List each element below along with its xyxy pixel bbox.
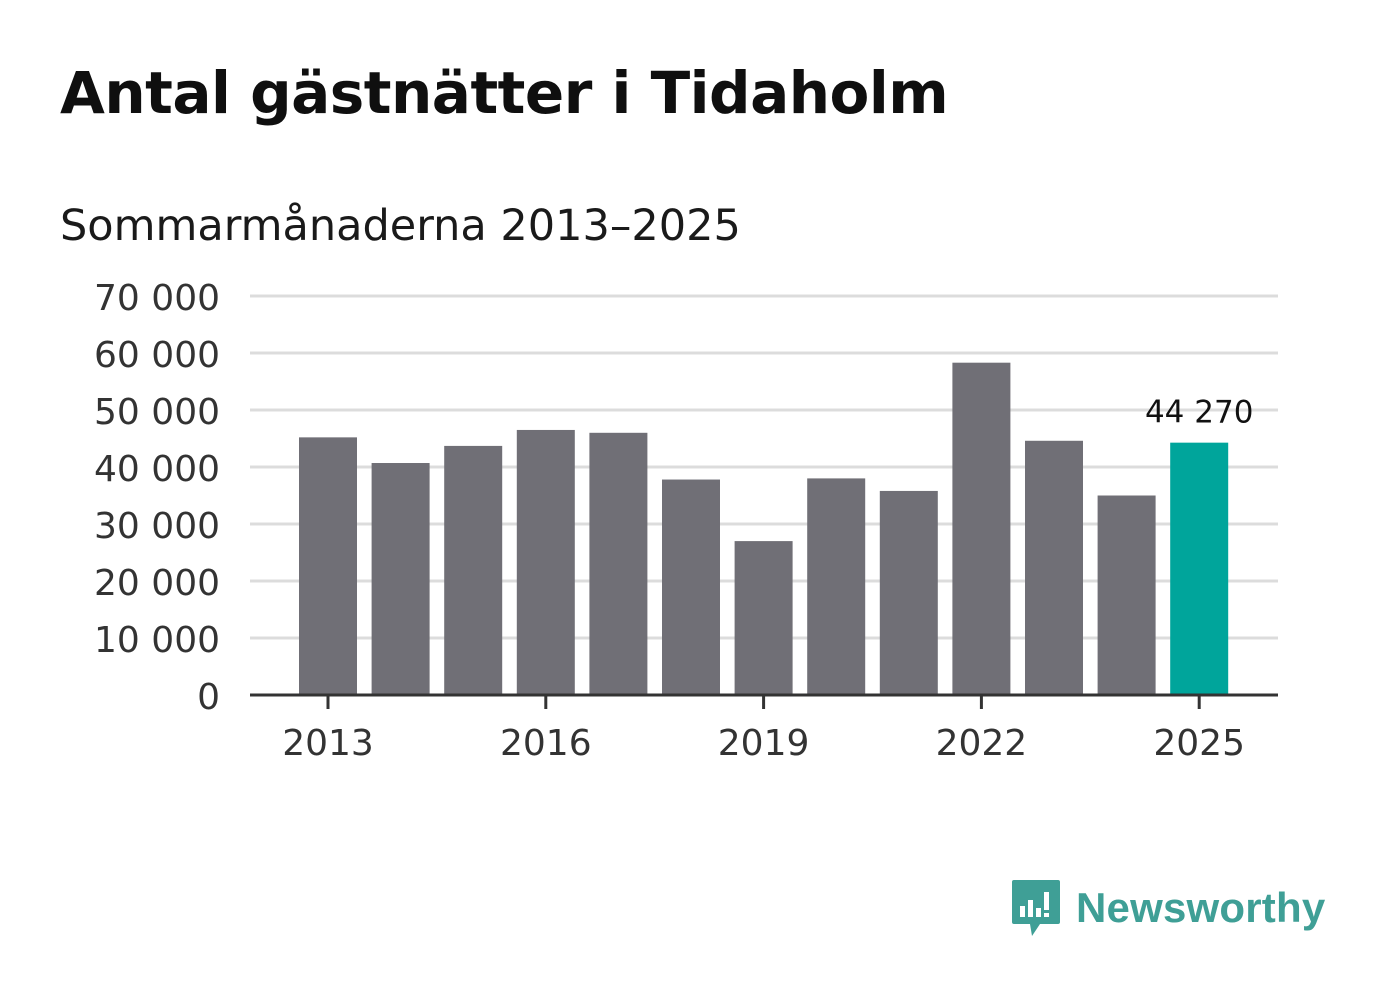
x-tick-label: 2016	[500, 723, 592, 764]
y-tick-label: 50 000	[94, 392, 220, 433]
y-tick-label: 10 000	[94, 620, 220, 661]
y-tick-label: 30 000	[94, 506, 220, 547]
y-tick-label: 0	[197, 677, 220, 718]
chart-title: Antal gästnätter i Tidaholm	[60, 59, 949, 127]
bar-2016	[516, 429, 575, 695]
bar-2017	[589, 432, 648, 695]
bar-2015	[444, 445, 503, 695]
bar-2020	[807, 478, 866, 695]
newsworthy-logo-icon	[1012, 880, 1060, 936]
bar-2021	[879, 490, 938, 695]
bar-2019	[734, 541, 793, 695]
bar-2023	[1025, 440, 1083, 695]
brand-name: Newsworthy	[1076, 884, 1326, 931]
x-tick-label: 2022	[936, 723, 1028, 764]
bar-2014	[371, 463, 430, 695]
value-annotation: 44 270	[1145, 395, 1253, 431]
y-tick-label: 60 000	[94, 335, 220, 376]
bar-2013	[299, 437, 357, 695]
x-tick-label: 2019	[718, 723, 810, 764]
bar-2024	[1097, 495, 1156, 695]
x-tick-label: 2025	[1153, 723, 1245, 764]
y-tick-label: 70 000	[94, 278, 220, 319]
bar-2025	[1170, 442, 1229, 695]
bar-2018	[662, 479, 720, 695]
bar-2022	[952, 362, 1011, 695]
y-tick-label: 20 000	[94, 563, 220, 604]
x-tick-label: 2013	[282, 723, 374, 764]
y-tick-label: 40 000	[94, 449, 220, 490]
newsworthy-logo: Newsworthy	[1010, 878, 1325, 938]
chart-subtitle: Sommarmånaderna 2013–2025	[60, 201, 741, 251]
